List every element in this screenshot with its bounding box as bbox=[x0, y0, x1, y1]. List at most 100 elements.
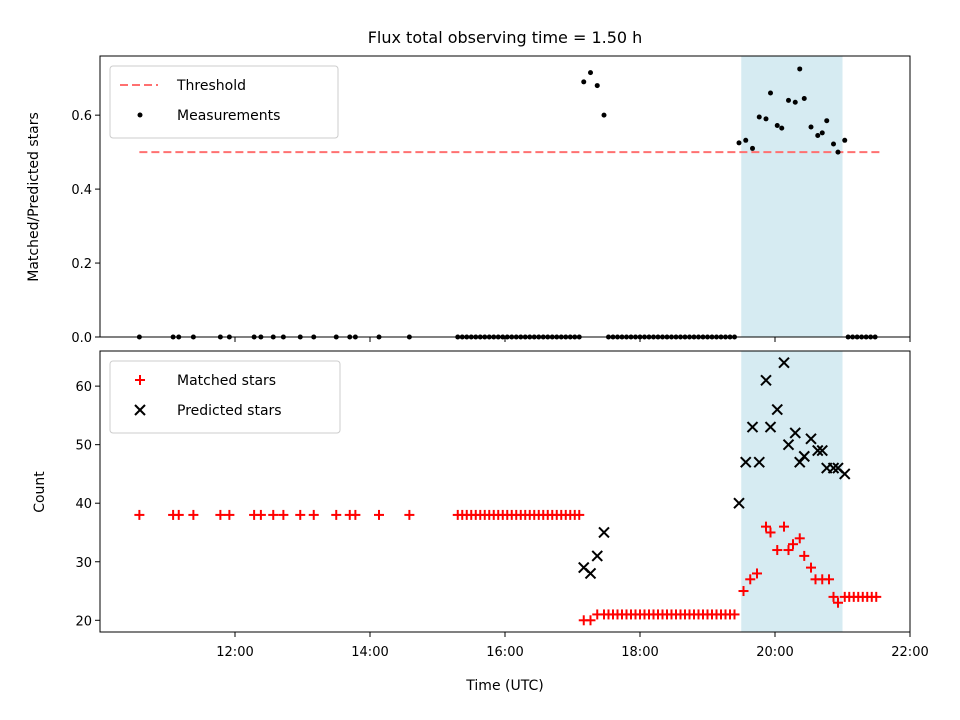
data-point-d2 bbox=[789, 427, 801, 439]
legend-label: Measurements bbox=[177, 108, 280, 124]
legend-label: Matched stars bbox=[177, 373, 276, 389]
data-point bbox=[765, 527, 776, 538]
data-point-shape bbox=[601, 112, 607, 118]
data-point-shape bbox=[835, 149, 841, 155]
data-point-shape bbox=[792, 99, 798, 105]
y-tick-label: 0.2 bbox=[71, 257, 92, 272]
data-point bbox=[598, 526, 610, 539]
data-point bbox=[871, 591, 882, 602]
data-point bbox=[815, 132, 821, 138]
y-tick-label: 50 bbox=[75, 439, 92, 454]
data-point-shape bbox=[786, 97, 791, 103]
data-point bbox=[783, 545, 794, 556]
data-point-d2 bbox=[782, 438, 795, 451]
data-point bbox=[331, 509, 342, 520]
data-point bbox=[601, 112, 607, 118]
data-point-d2 bbox=[764, 421, 777, 433]
data-point-shape bbox=[594, 83, 600, 89]
data-point-shape bbox=[768, 90, 773, 96]
data-point-shape bbox=[824, 118, 830, 124]
data-point bbox=[816, 444, 828, 457]
data-point-shape bbox=[801, 96, 807, 102]
data-point bbox=[733, 497, 745, 509]
data-point bbox=[835, 149, 841, 155]
data-point bbox=[308, 509, 319, 520]
data-point bbox=[584, 567, 597, 580]
data-point-d2 bbox=[753, 456, 765, 468]
data-point bbox=[224, 509, 235, 520]
legend-box bbox=[109, 65, 339, 139]
bottom-panel: 20 30 40 50 60 12:00 14:00 16:00 18:00 20:00 22:00… bbox=[75, 350, 929, 660]
data-point bbox=[828, 591, 839, 602]
legend-swatch bbox=[137, 112, 143, 118]
y-tick-label: 0.6 bbox=[71, 109, 92, 124]
data-point bbox=[789, 427, 801, 439]
data-point-shape bbox=[581, 79, 587, 85]
data-point bbox=[594, 83, 600, 89]
data-point bbox=[806, 562, 816, 573]
data-point bbox=[831, 141, 836, 147]
data-point bbox=[761, 521, 771, 532]
data-point bbox=[350, 509, 361, 520]
x-tick-label: 22:00 bbox=[891, 645, 928, 660]
data-point-shape bbox=[588, 70, 593, 76]
data-point-shape bbox=[750, 145, 755, 151]
data-point-shape bbox=[743, 137, 749, 143]
data-point bbox=[819, 130, 825, 136]
data-point bbox=[736, 140, 742, 146]
data-point-shape bbox=[779, 125, 785, 131]
y-tick-label: 60 bbox=[75, 380, 92, 395]
x-tick-label: 16:00 bbox=[486, 645, 523, 660]
data-point bbox=[574, 509, 585, 520]
legend-swatch-d2 bbox=[134, 404, 146, 416]
data-point-shape bbox=[774, 123, 780, 129]
data-point bbox=[797, 66, 803, 72]
data-point-shape bbox=[736, 140, 742, 146]
data-point bbox=[268, 509, 279, 520]
top-y-axis-label: Matched/Predicted stars bbox=[26, 112, 42, 282]
data-point-shape bbox=[815, 132, 821, 138]
data-point bbox=[188, 509, 199, 520]
data-point-shape bbox=[831, 141, 836, 147]
legend-box bbox=[109, 360, 341, 434]
data-point bbox=[756, 114, 762, 120]
data-point bbox=[771, 403, 783, 416]
data-point-d2 bbox=[740, 456, 752, 468]
data-point bbox=[173, 509, 184, 520]
legend-swatch bbox=[134, 404, 146, 416]
data-point-d2 bbox=[733, 497, 745, 509]
data-point bbox=[753, 456, 765, 468]
data-point bbox=[295, 509, 306, 520]
legend-label: Predicted stars bbox=[177, 403, 282, 419]
data-point bbox=[782, 438, 795, 451]
data-point bbox=[801, 96, 807, 102]
data-point bbox=[798, 450, 810, 463]
data-point bbox=[779, 521, 789, 532]
data-point bbox=[786, 97, 791, 103]
data-point bbox=[839, 468, 851, 480]
data-point bbox=[729, 609, 740, 620]
series-plus bbox=[134, 509, 882, 626]
x-tick-label: 14:00 bbox=[351, 645, 388, 660]
chart-title: Flux total observing time = 1.50 h bbox=[368, 28, 643, 47]
data-point-d2 bbox=[760, 374, 772, 386]
data-point-d2 bbox=[816, 444, 828, 457]
data-point bbox=[805, 433, 817, 445]
data-point-d2 bbox=[598, 526, 610, 539]
data-point bbox=[824, 118, 830, 124]
data-point-d2 bbox=[839, 468, 851, 480]
data-point-d2 bbox=[805, 433, 817, 445]
data-point bbox=[779, 125, 785, 131]
x-tick-label: 18:00 bbox=[621, 645, 658, 660]
data-point bbox=[768, 90, 773, 96]
data-point bbox=[374, 509, 384, 520]
data-point-d2 bbox=[812, 444, 824, 457]
data-point bbox=[255, 509, 266, 520]
y-tick-label: 0.4 bbox=[71, 183, 92, 198]
data-point bbox=[763, 116, 769, 122]
plot-frame bbox=[99, 350, 911, 633]
data-point bbox=[746, 421, 759, 433]
series-dot bbox=[136, 66, 878, 340]
data-point-shape bbox=[797, 66, 803, 72]
